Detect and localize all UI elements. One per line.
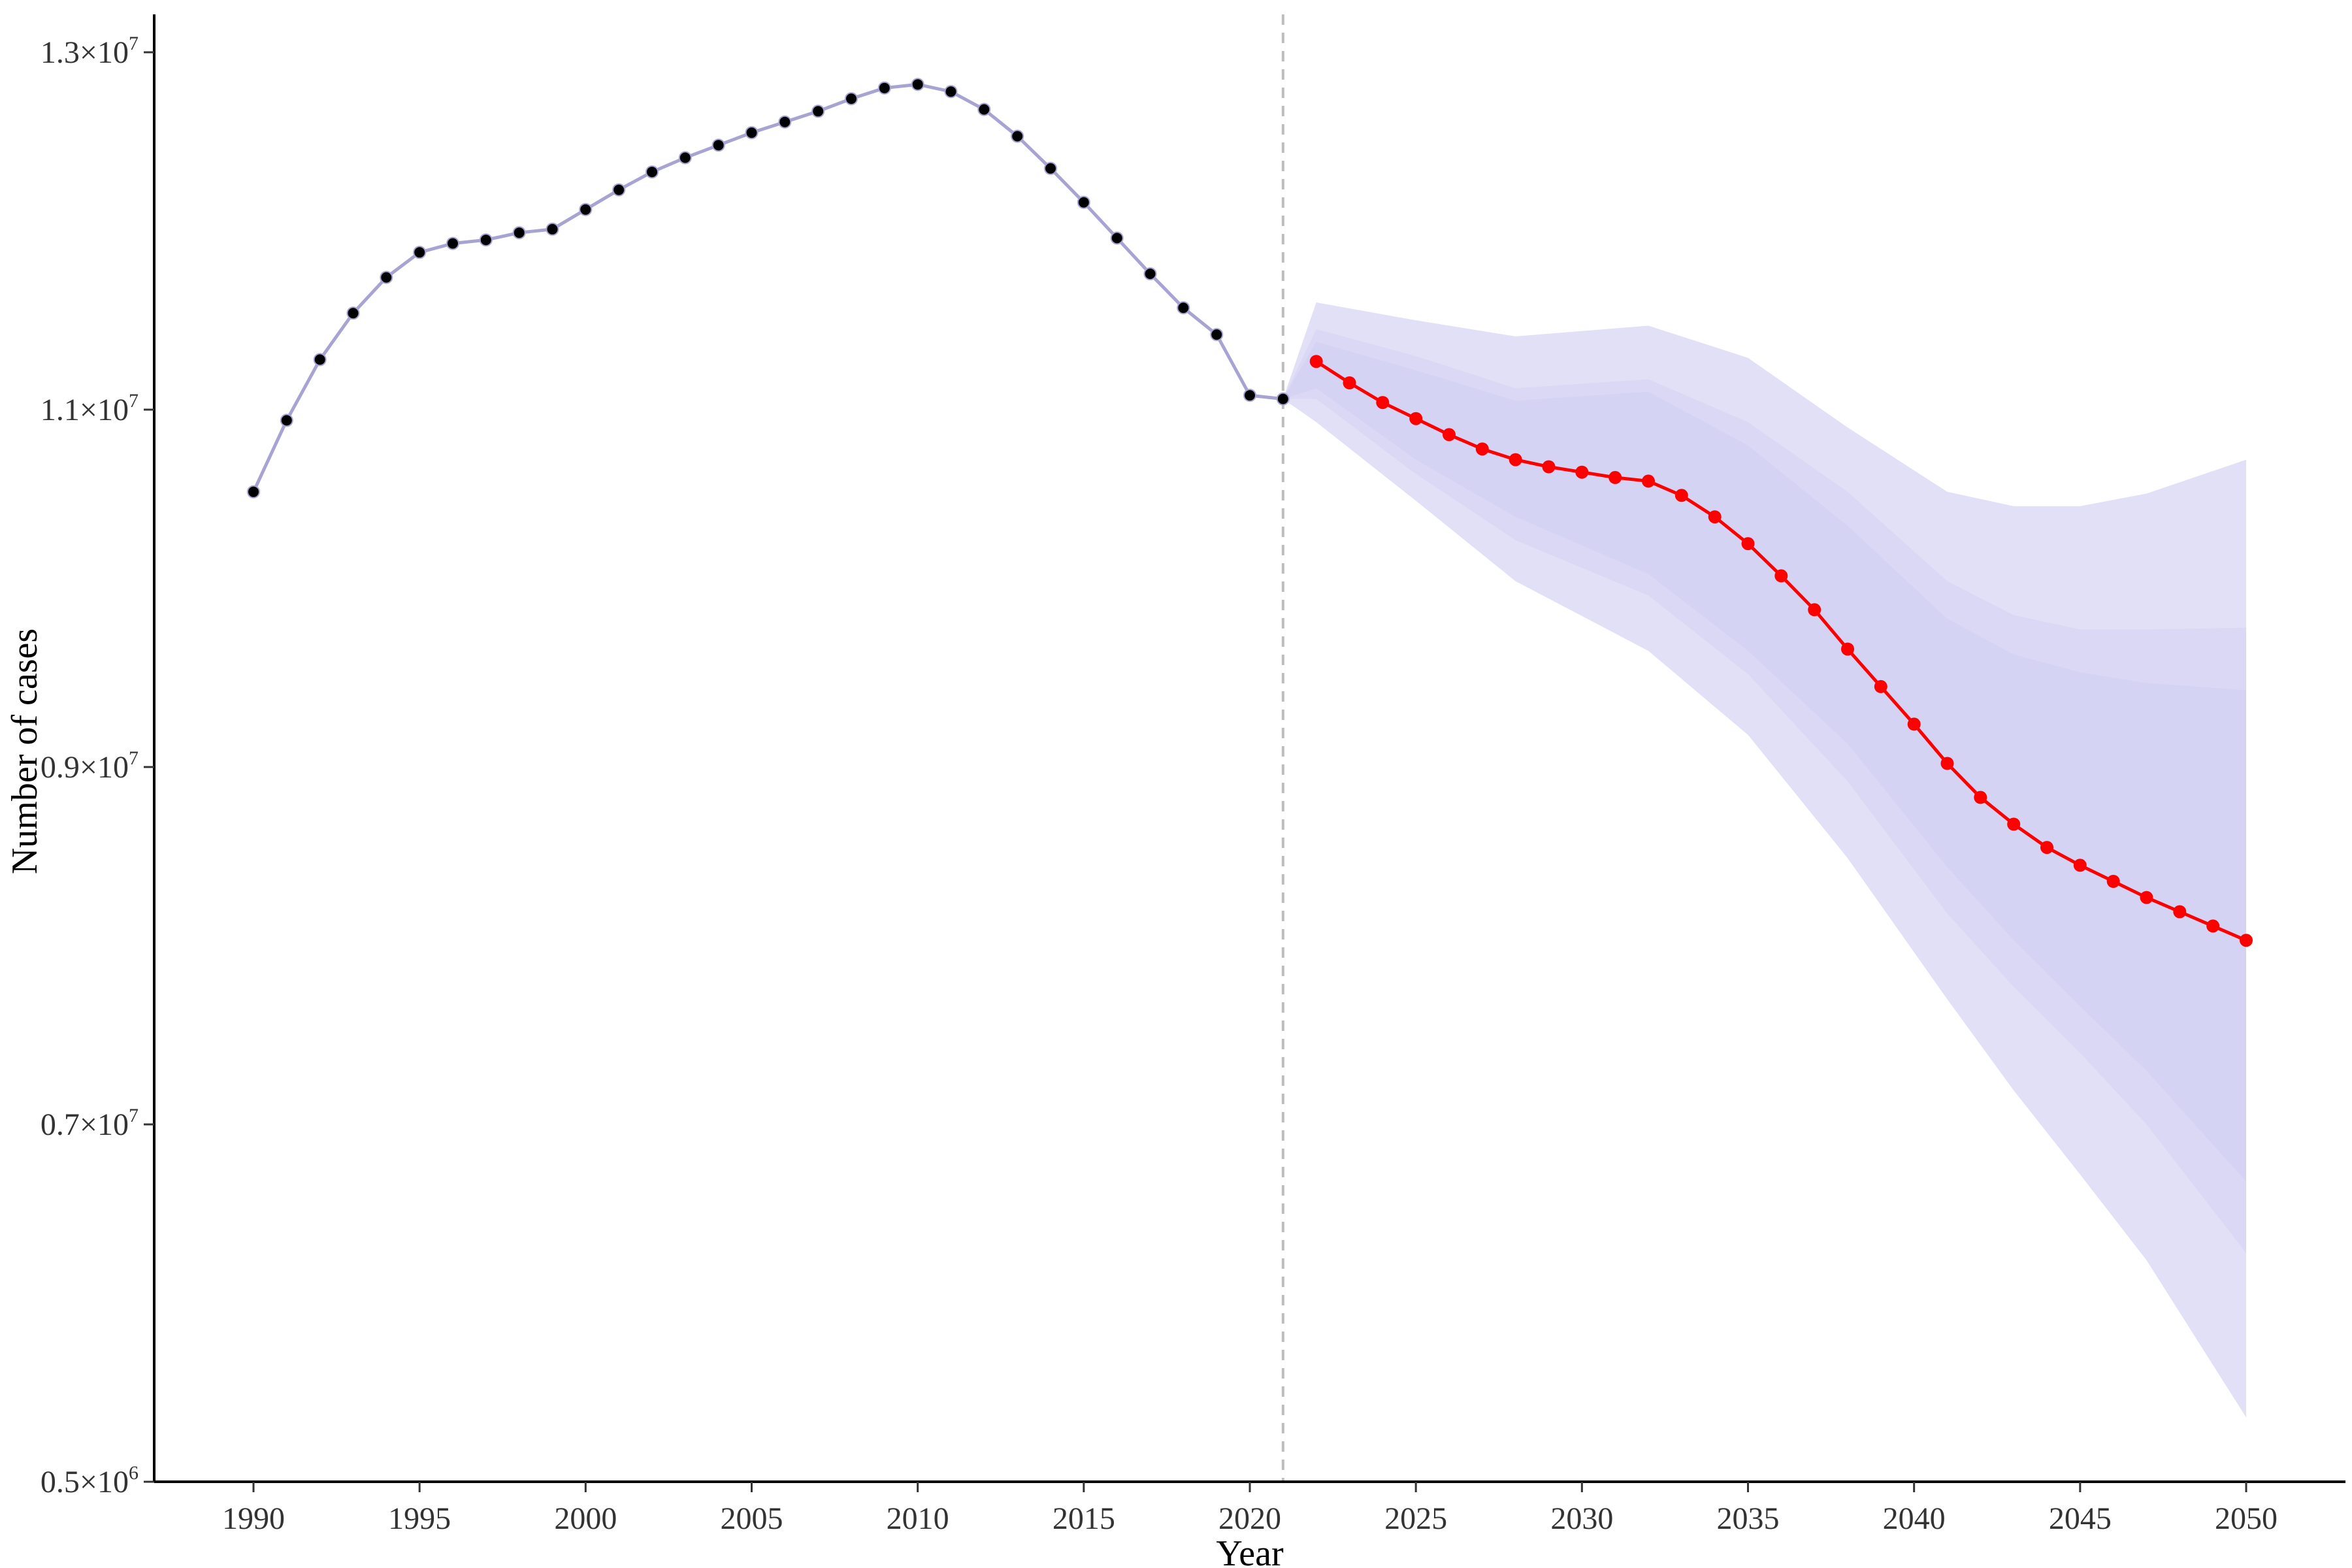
observed-point — [1077, 195, 1090, 209]
observed-point — [1177, 301, 1190, 315]
projection-point — [2240, 934, 2253, 947]
observed-point — [711, 139, 725, 152]
projection-point — [1874, 679, 1887, 693]
projection-point — [1841, 642, 1854, 656]
x-tick-label: 2040 — [1883, 1501, 1946, 1536]
projection-point — [1741, 537, 1755, 551]
observed-point — [413, 246, 427, 259]
projection-points — [1309, 355, 2253, 947]
observed-point — [811, 105, 825, 118]
y-tick-label: 1.3×107 — [41, 33, 139, 70]
x-tick-label: 2030 — [1550, 1501, 1613, 1536]
projection-point — [1509, 453, 1522, 466]
projection-point — [2140, 890, 2153, 904]
projection-point — [1774, 569, 1788, 583]
observed-series-line — [252, 82, 1284, 493]
observed-point — [546, 222, 559, 236]
projection-point — [1708, 510, 1722, 524]
observed-point — [944, 85, 958, 99]
observed-point — [612, 183, 626, 197]
projection-point — [2007, 817, 2021, 831]
observed-point — [280, 414, 293, 427]
observed-point — [778, 115, 792, 129]
observed-point — [446, 237, 459, 250]
uncertainty-band-2 — [1282, 329, 2246, 1253]
uncertainty-band-3 — [1282, 342, 2246, 1182]
observed-point — [1044, 161, 1057, 175]
projection-point — [2040, 841, 2053, 855]
projection-point — [1642, 474, 1655, 488]
uncertainty-band-1 — [1282, 302, 2246, 1418]
observed-point — [911, 78, 924, 91]
projection-point — [1376, 396, 1390, 410]
projection-point — [2173, 905, 2187, 919]
x-tick-label: 2020 — [1218, 1501, 1281, 1536]
x-tick-label: 1995 — [388, 1501, 451, 1536]
observed-point — [346, 306, 360, 320]
observed-point — [1110, 231, 1124, 245]
y-tick-label: 0.9×107 — [41, 747, 139, 785]
uncertainty-bands — [1282, 302, 2246, 1418]
observed-point — [645, 165, 659, 179]
x-tick-label: 2015 — [1053, 1501, 1115, 1536]
x-tick-label: 2005 — [721, 1501, 783, 1536]
projection-point — [1974, 791, 1987, 804]
projection-point — [2073, 858, 2087, 872]
observed-point — [1143, 267, 1157, 281]
x-tick-label: 2035 — [1717, 1501, 1780, 1536]
observed-point — [678, 151, 692, 165]
x-tick-label: 2025 — [1384, 1501, 1447, 1536]
y-axis-ticks: 0.5×106 0.7×107 0.9×107 1.1×107 1.3×107 — [41, 33, 154, 1499]
projection-point — [1609, 470, 1622, 484]
observed-point — [877, 81, 891, 95]
projection-point — [1575, 465, 1589, 479]
projection-point — [1940, 757, 1954, 770]
projection-point — [1343, 376, 1356, 389]
observed-point — [1243, 389, 1256, 402]
x-tick-label: 2000 — [554, 1501, 617, 1536]
observed-point — [313, 353, 327, 367]
projection-point — [1542, 460, 1556, 474]
x-axis-ticks: 1990 1995 2000 2005 2010 2015 2020 2025 2030 2035… — [222, 1482, 2278, 1536]
observed-point — [479, 233, 493, 247]
projection-point — [1409, 412, 1423, 425]
projection-point — [1443, 428, 1456, 442]
observed-point — [1210, 328, 1224, 342]
projection-point — [2106, 875, 2120, 888]
projection-point — [1475, 442, 1489, 456]
observed-point — [579, 203, 593, 216]
y-axis-title: Number of cases — [5, 629, 45, 874]
projection-point — [1309, 355, 1323, 368]
observed-point — [380, 270, 393, 284]
observed-point — [845, 92, 858, 106]
observed-point — [745, 126, 759, 140]
projection-point — [1808, 603, 1821, 617]
projection-point — [1907, 717, 1921, 731]
observed-point — [247, 485, 260, 498]
y-tick-label: 1.1×107 — [41, 390, 139, 427]
x-tick-label: 2010 — [887, 1501, 949, 1536]
x-tick-label: 1990 — [222, 1501, 285, 1536]
observed-point — [512, 226, 526, 240]
x-axis-title: Year — [1216, 1533, 1284, 1568]
observed-point — [977, 103, 991, 116]
y-tick-label: 0.5×106 — [41, 1462, 139, 1499]
x-tick-label: 2050 — [2215, 1501, 2278, 1536]
observed-point — [1011, 129, 1024, 143]
y-tick-label: 0.7×107 — [41, 1105, 139, 1142]
x-tick-label: 2045 — [2049, 1501, 2112, 1536]
projection-point — [2206, 919, 2220, 933]
projection-point — [1674, 489, 1688, 502]
observed-point — [1276, 392, 1290, 406]
observed-points — [247, 78, 1290, 498]
